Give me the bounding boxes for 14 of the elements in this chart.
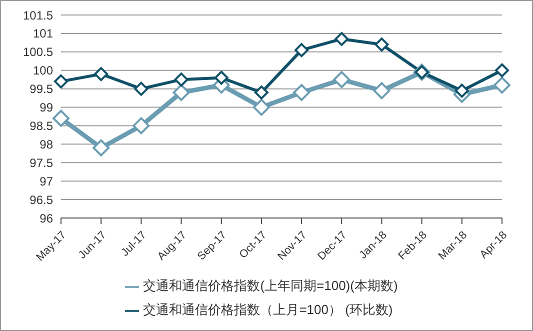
y-tick-label: 97 [40,174,54,188]
y-tick-label: 99 [40,100,54,115]
legend-label: 交通和通信价格指数(上年同期=100)(本期数) [143,278,398,293]
y-tick-label: 96 [40,211,54,226]
legend-label: 交通和通信价格指数（上月=100） (环比数) [143,302,393,317]
y-tick-label: 97.5 [30,156,54,170]
y-tick-label: 98 [40,137,54,152]
y-tick-label: 96.5 [30,192,54,207]
y-tick-label: 98.5 [30,118,54,133]
y-tick-label: 101 [32,26,54,41]
y-tick-label: 100 [32,64,54,78]
y-tick-label: 100.5 [22,45,54,60]
y-tick-label: 99.5 [30,82,54,96]
y-tick-label: 101.5 [22,8,54,22]
